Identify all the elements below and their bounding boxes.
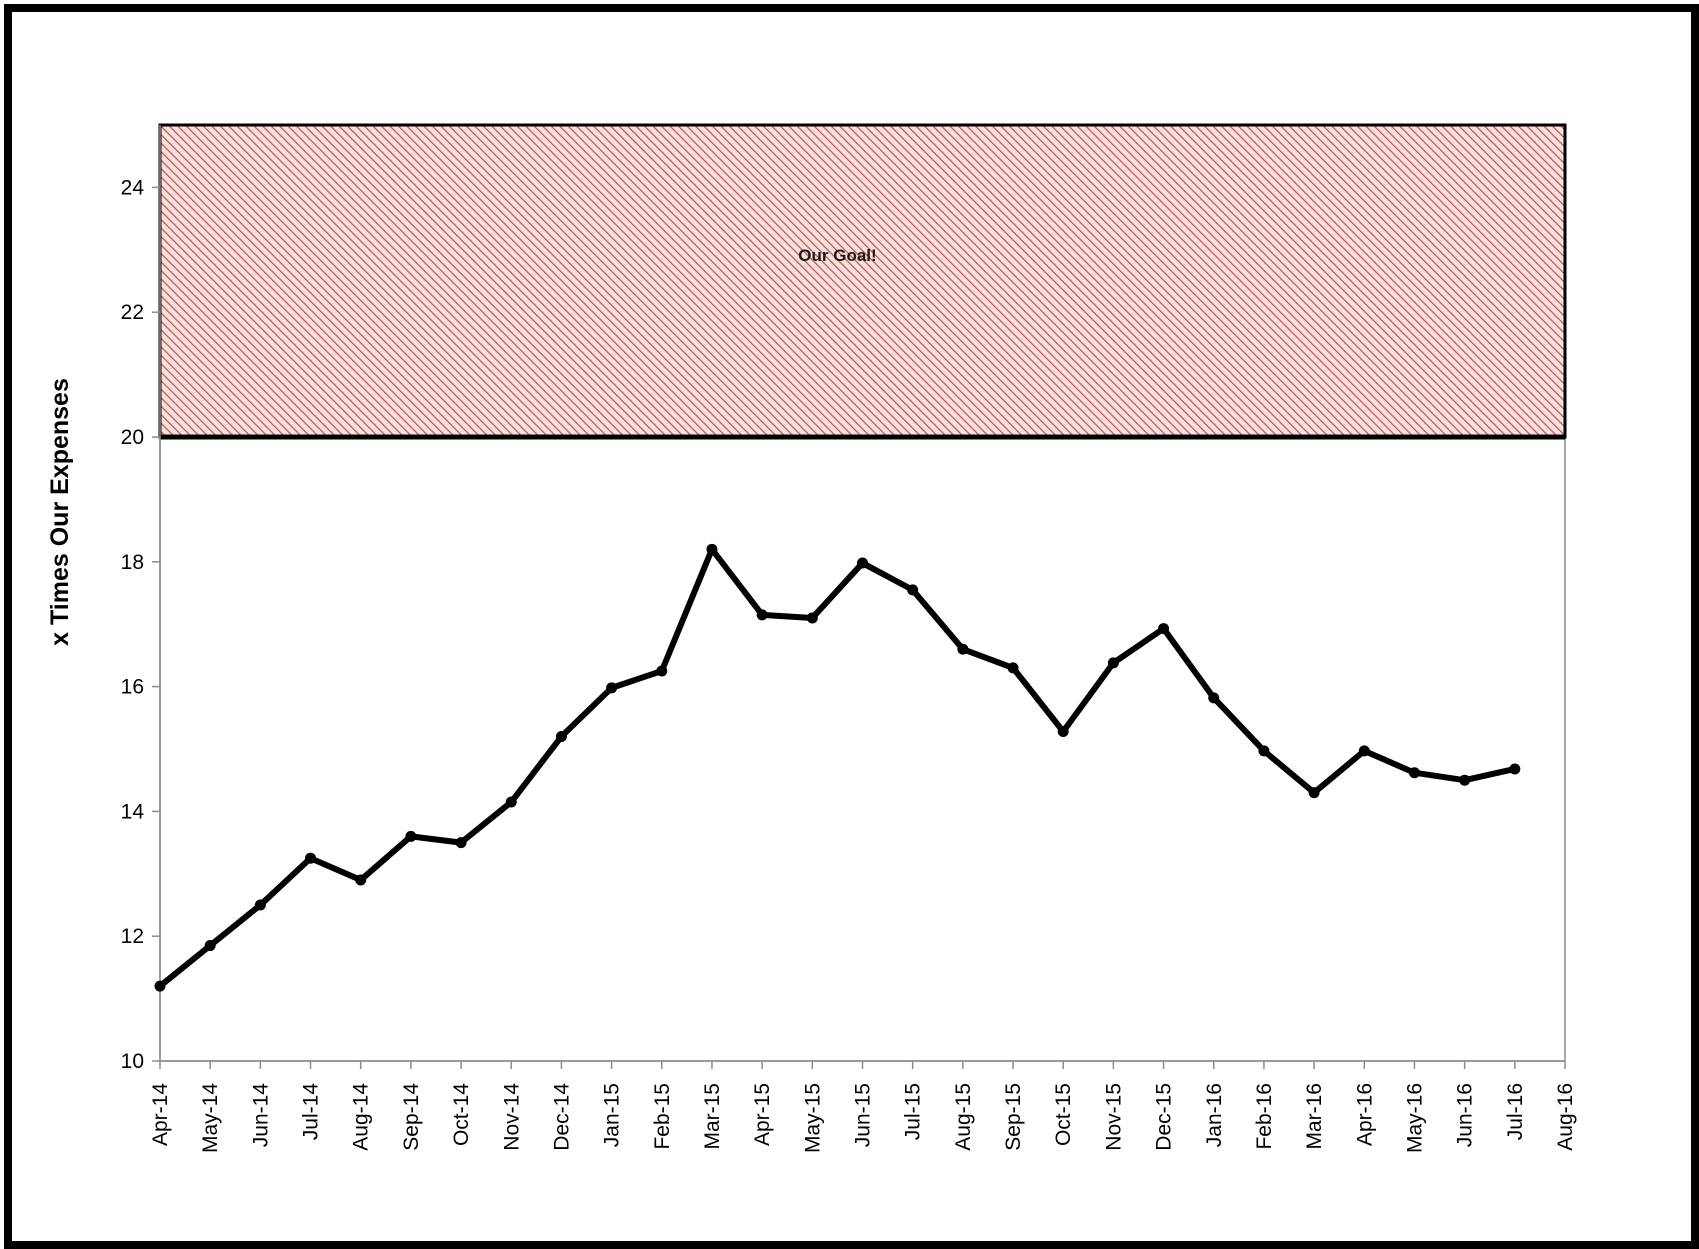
data-point — [857, 557, 868, 569]
y-tick-label: 10 — [121, 1050, 144, 1073]
x-tick-label: Mar-15 — [701, 1083, 724, 1150]
x-tick-label: Apr-16 — [1353, 1083, 1376, 1146]
data-point — [1358, 745, 1370, 757]
data-point — [1107, 657, 1119, 669]
data-point — [455, 837, 467, 849]
data-point — [154, 980, 166, 992]
x-tick-label: Sep-15 — [1002, 1083, 1025, 1151]
data-point — [606, 682, 618, 694]
x-tick-label: Jun-16 — [1454, 1083, 1477, 1147]
data-point — [1258, 745, 1270, 757]
y-axis-title: x Times Our Expenses — [46, 378, 74, 646]
x-tick-label: Oct-14 — [450, 1083, 473, 1146]
data-point — [1408, 767, 1420, 779]
data-point — [957, 643, 969, 655]
x-tick-label: Jul-14 — [300, 1083, 323, 1141]
x-tick-label: Apr-14 — [149, 1083, 172, 1146]
goal-band — [158, 123, 1567, 439]
data-point — [1459, 774, 1471, 786]
data-point — [305, 852, 317, 864]
y-tick-label: 18 — [121, 551, 144, 574]
data-point — [1208, 692, 1220, 704]
x-tick-label: Nov-15 — [1102, 1083, 1125, 1151]
data-point — [405, 830, 417, 842]
data-point — [555, 731, 567, 743]
data-point — [1509, 763, 1521, 775]
x-tick-label: Nov-14 — [500, 1083, 523, 1151]
x-tick-label: Sep-14 — [400, 1083, 423, 1151]
x-tick-label: Dec-14 — [550, 1083, 573, 1151]
x-tick-label: Jun-14 — [249, 1083, 272, 1148]
y-tick-label: 16 — [121, 676, 144, 699]
x-tick-label: Mar-16 — [1303, 1083, 1326, 1150]
x-tick-label: Jan-16 — [1203, 1083, 1226, 1147]
x-tick-label: May-16 — [1403, 1083, 1426, 1153]
x-tick-label: Aug-16 — [1554, 1083, 1577, 1151]
x-tick-label: Feb-15 — [651, 1083, 674, 1150]
x-tick-label: Dec-15 — [1153, 1083, 1176, 1151]
x-tick-label: Jun-15 — [852, 1083, 875, 1147]
data-point — [706, 543, 718, 555]
x-tick-label: Jul-16 — [1504, 1083, 1527, 1140]
x-tick-label: Apr-15 — [751, 1083, 774, 1146]
y-tick-label: 14 — [121, 800, 145, 823]
series-line — [157, 546, 1518, 990]
data-point — [505, 796, 517, 808]
y-tick-label: 22 — [121, 301, 144, 324]
data-point — [355, 874, 367, 886]
x-tick-label: Aug-14 — [350, 1083, 373, 1151]
x-tick-label: May-14 — [199, 1083, 222, 1153]
x-tick-label: May-15 — [801, 1083, 824, 1153]
data-point — [1308, 787, 1320, 799]
x-tick-label: Feb-16 — [1253, 1083, 1276, 1150]
x-tick-label: Jan-15 — [601, 1083, 624, 1147]
data-point — [656, 665, 668, 677]
data-point — [806, 612, 818, 624]
y-tick-label: 12 — [121, 925, 144, 948]
data-point — [254, 899, 266, 911]
goal-band-label: Our Goal! — [798, 246, 876, 265]
data-point — [1158, 623, 1170, 635]
x-tick-label: Aug-15 — [952, 1083, 975, 1151]
y-tick-label: 20 — [121, 426, 144, 449]
data-point — [1007, 662, 1019, 674]
data-point — [1057, 726, 1069, 738]
data-point — [204, 940, 216, 952]
x-tick-label: Jul-15 — [902, 1083, 925, 1140]
data-point — [756, 609, 768, 621]
data-point — [907, 584, 919, 596]
y-tick-label: 24 — [121, 176, 145, 199]
x-tick-label: Oct-15 — [1052, 1083, 1075, 1146]
